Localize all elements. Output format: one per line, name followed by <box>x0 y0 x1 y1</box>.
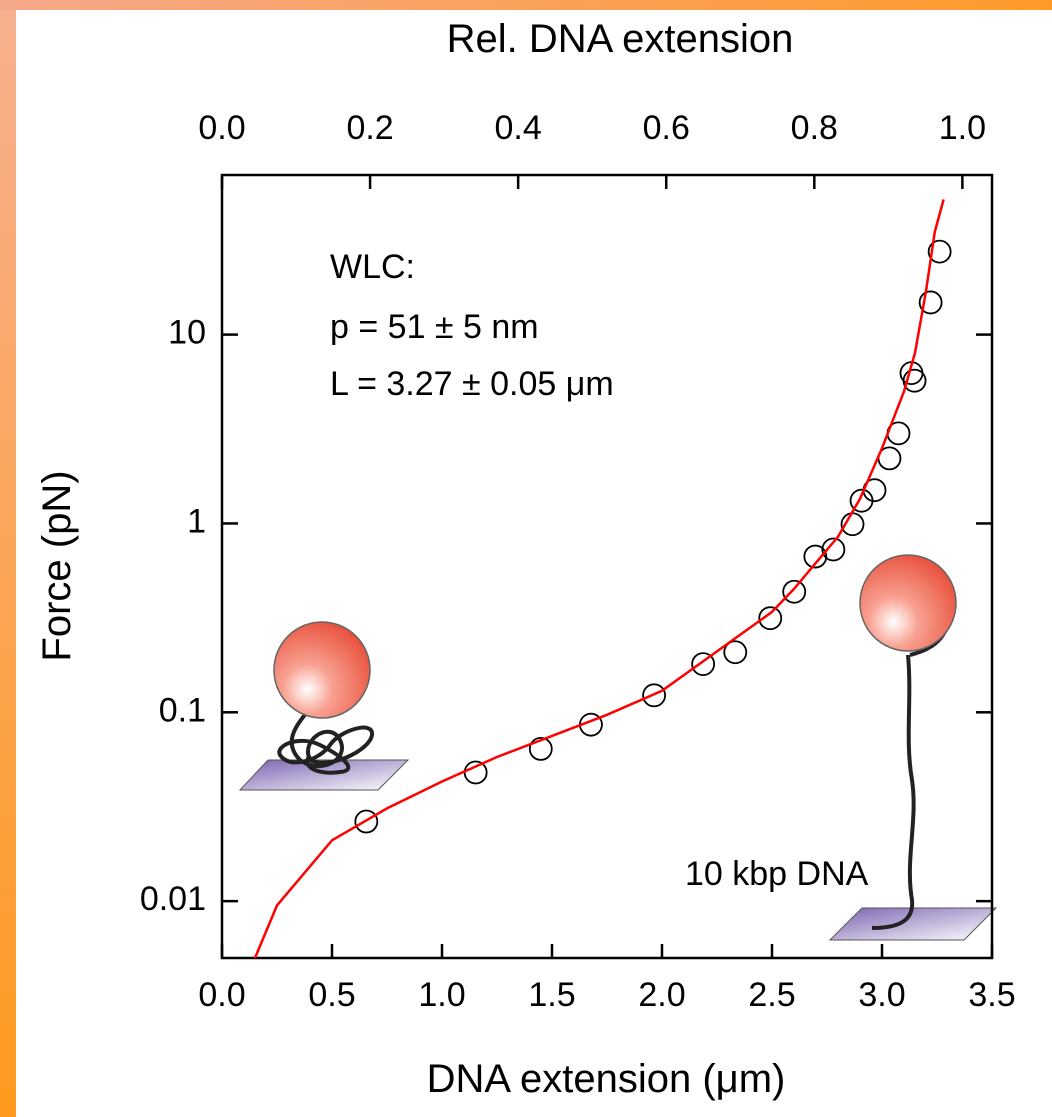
stretched-dna-illustration <box>828 554 998 941</box>
coiled-dna-illustration <box>238 621 410 791</box>
data-point <box>918 290 943 315</box>
x-tick-label: 3.0 <box>858 976 905 1014</box>
x2-tick-label: 0.0 <box>198 109 245 147</box>
x-tick-label: 1.0 <box>418 976 465 1014</box>
data-point <box>821 537 846 562</box>
data-point <box>927 239 952 264</box>
data-point <box>902 368 927 393</box>
y-axis-label: Force (pN) <box>35 470 79 661</box>
y-tick-label: 0.01 <box>140 880 206 918</box>
data-point <box>691 652 716 676</box>
data-point <box>723 640 748 665</box>
x2-tick-label: 0.8 <box>791 109 838 147</box>
data-point <box>642 683 666 708</box>
data-point <box>354 809 379 834</box>
y-tick-label: 10 <box>168 314 206 352</box>
plot-frame <box>220 173 994 960</box>
x-tick-label: 1.5 <box>528 976 575 1014</box>
y-tick-label: 0.1 <box>159 691 206 729</box>
data-point <box>758 606 783 631</box>
y-tick-label: 1 <box>187 502 206 540</box>
annotation: p = 51 ± 5 nm <box>330 308 539 346</box>
annotation: 10 kbp DNA <box>685 855 869 893</box>
data-point <box>803 544 828 569</box>
x-axis-label: DNA extension (μm) <box>427 1057 786 1101</box>
x2-tick-label: 0.6 <box>643 109 690 147</box>
annotation: WLC: <box>330 248 415 286</box>
frame-left <box>0 0 16 1117</box>
x2-tick-label: 0.2 <box>346 109 393 147</box>
x-tick-label: 2.5 <box>748 976 795 1014</box>
data-point <box>528 737 553 761</box>
annotation: L = 3.27 ± 0.05 μm <box>330 365 614 403</box>
x-tick-label: 0.5 <box>308 976 355 1014</box>
top-axis-title: Rel. DNA extension <box>447 17 794 61</box>
x-tick-label: 3.5 <box>968 976 1015 1014</box>
frame-top <box>0 0 1052 10</box>
data-point <box>782 579 807 604</box>
x-tick-label: 0.0 <box>198 976 245 1014</box>
x2-tick-label: 1.0 <box>939 109 986 147</box>
x2-tick-label: 0.4 <box>495 109 542 147</box>
x-tick-label: 2.0 <box>638 976 685 1014</box>
fit-line <box>253 199 945 959</box>
